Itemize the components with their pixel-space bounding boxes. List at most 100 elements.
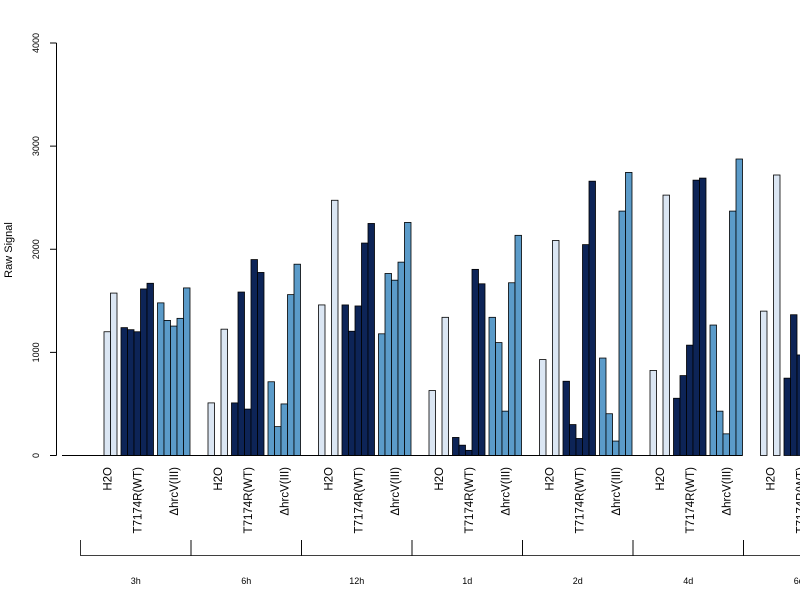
bar [220, 328, 228, 456]
bar [331, 199, 339, 456]
treatment-label: T7174R(WT) [243, 467, 255, 534]
treatment-label: ΔhrcV(III) [279, 467, 291, 516]
bar [716, 410, 724, 456]
timepoint-bracket [522, 540, 634, 556]
y-tick-label: 1000 [31, 342, 41, 362]
bar [582, 244, 590, 456]
bar [508, 282, 516, 456]
y-tick-label: 4000 [31, 33, 41, 53]
bar [569, 424, 577, 456]
bar [170, 325, 178, 456]
bar [250, 259, 258, 456]
bar [452, 437, 460, 456]
bar [796, 354, 800, 456]
bar [244, 408, 252, 456]
bar [562, 380, 570, 456]
timepoint-bracket [301, 540, 413, 556]
bar [176, 317, 184, 456]
timepoint-label: 6d [794, 576, 800, 586]
y-tick-label: 2000 [31, 239, 41, 259]
bar [699, 177, 707, 456]
bar [127, 329, 135, 456]
timepoint-bracket [80, 540, 192, 556]
bar [133, 331, 141, 456]
treatment-label: T7174R(WT) [132, 467, 144, 534]
treatment-label: H2O [765, 467, 777, 491]
bar [146, 282, 154, 456]
bar [361, 242, 369, 456]
bar [790, 314, 798, 456]
bar [183, 287, 191, 456]
bar [207, 402, 215, 456]
treatment-label: T7174R(WT) [795, 467, 800, 534]
bar [257, 272, 265, 456]
bar [488, 316, 496, 456]
treatment-label: H2O [544, 467, 556, 491]
bar [391, 279, 399, 456]
treatment-label: T7174R(WT) [685, 467, 697, 534]
treatment-label: ΔhrcV(III) [500, 467, 512, 516]
treatment-label: ΔhrcV(III) [611, 467, 623, 516]
treatment-label: H2O [655, 467, 667, 491]
bar [478, 283, 486, 456]
timepoint-label: 2d [573, 576, 583, 586]
treatment-labels: H2O T7174R(WT) ΔhrcV(III) H2O T7174R(WT) Δhrc… [102, 467, 800, 534]
y-tick-label: 3000 [31, 136, 41, 156]
bar [378, 333, 386, 456]
treatment-label: H2O [213, 467, 225, 491]
treatment-label: ΔhrcV(III) [169, 467, 181, 516]
bar [783, 377, 791, 456]
treatment-label: T7174R(WT) [353, 467, 365, 534]
bar [458, 444, 466, 456]
bar [274, 426, 282, 456]
bar [673, 397, 681, 456]
bar [686, 344, 694, 456]
bar [231, 402, 239, 456]
bar [428, 390, 436, 456]
treatment-label: H2O [323, 467, 335, 491]
bar [649, 370, 657, 456]
treatment-label: T7174R(WT) [574, 467, 586, 534]
bar [552, 240, 560, 456]
bar [773, 174, 781, 456]
bar [293, 263, 301, 456]
bar [367, 223, 375, 456]
bar [692, 179, 700, 456]
y-axis: 0 1000 2000 3000 4000 [31, 33, 57, 458]
bar [514, 234, 522, 456]
bar [397, 261, 405, 456]
bar [709, 324, 717, 456]
bar [501, 410, 509, 456]
bar [729, 210, 737, 456]
timepoint-bracket [632, 540, 744, 556]
bar [605, 413, 613, 456]
bar [465, 449, 473, 456]
bar [348, 330, 356, 456]
bar [318, 304, 326, 456]
bar [384, 273, 392, 456]
bar [287, 294, 295, 456]
timepoint-bracket [190, 540, 302, 556]
treatment-label: H2O [434, 467, 446, 491]
bar [612, 440, 620, 456]
bar [354, 305, 362, 456]
bar [103, 331, 111, 456]
bars [103, 158, 800, 456]
timepoint-label: 3h [131, 576, 141, 586]
timepoint-bracket [743, 540, 800, 556]
bar [679, 375, 687, 456]
bar [163, 320, 171, 456]
bar [722, 433, 730, 456]
bar [539, 359, 547, 456]
timepoint-label: 4d [683, 576, 693, 586]
bar [495, 342, 503, 456]
bar [140, 288, 148, 456]
bar [120, 327, 128, 456]
bar [237, 291, 245, 456]
y-axis-label: Raw Signal [3, 222, 15, 278]
bar [618, 210, 626, 456]
bar [471, 268, 479, 456]
bar [588, 180, 596, 456]
y-tick-label: 0 [31, 453, 41, 458]
treatment-label: ΔhrcV(III) [390, 467, 402, 516]
